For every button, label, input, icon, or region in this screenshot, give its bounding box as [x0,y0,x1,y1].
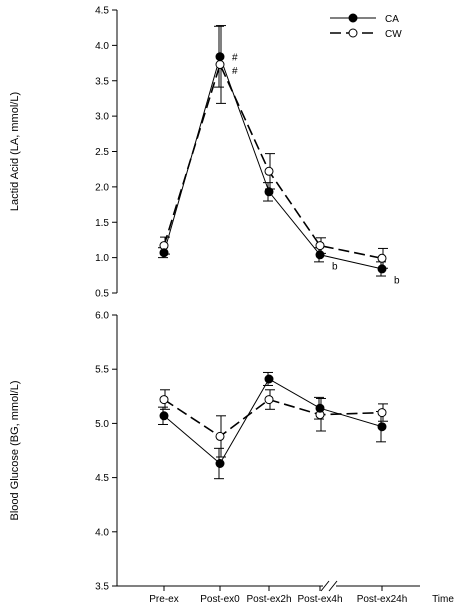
y-tick-label: 4.0 [95,41,109,52]
y-tick-label: 1.0 [95,253,109,264]
data-point-cw [377,253,387,263]
x-tick-label: Pre-ex [149,594,178,605]
data-point-ca [264,187,274,197]
legend-label-ca: CA [385,14,399,25]
x-tick-label: Post-ex0 [200,594,240,605]
axis-break-mark [328,580,338,592]
y-tick-label: 2.0 [95,182,109,193]
data-point-ca [215,459,225,468]
axis-break-mark [320,580,330,592]
y-tick-label: 3.5 [95,76,109,87]
y-tick-label: 6.0 [95,311,109,322]
lactic-acid-chart: 0.5 1.0 1.5 2.0 2.5 3.0 3.5 4.0 4.5 Lactid Acid (… [9,6,400,300]
data-point-cw [159,395,169,405]
legend-label-cw: CW [385,29,402,40]
data-point-cw [264,166,274,176]
y-tick-label: 3.0 [95,112,109,123]
legend: CA CW [330,13,402,40]
data-point-ca [377,422,387,432]
data-point-cw [264,395,274,405]
annotation: # [232,66,238,77]
annotation: # [232,53,238,64]
y-axis-title: Blood Glucose (BG, mmol/L) [9,381,21,521]
y-axis-title: Lactid Acid (LA, mmol/L) [9,92,21,211]
data-point-cw [377,408,387,418]
x-axis-title: Time [432,594,454,605]
y-tick-label: 5.0 [95,419,109,430]
y-tick-label: 3.5 [95,582,109,593]
legend-marker-ca [348,13,358,23]
data-point-cw [215,60,225,69]
y-tick-label: 4.0 [95,527,109,538]
data-point-ca [315,403,325,413]
annotation: b [394,276,400,287]
data-point-ca [159,248,169,258]
x-tick-label: Post-ex4h [297,594,342,605]
y-tick-label: 2.5 [95,147,109,158]
data-point-ca [264,374,274,384]
y-tick-label: 4.5 [95,473,109,484]
data-point-ca [377,264,387,274]
series-line-cw [163,62,383,260]
y-tick-label: 1.5 [95,218,109,229]
data-point-cw [315,241,325,251]
x-tick-label: Post-ex2h [246,594,291,605]
blood-glucose-chart: 3.5 4.0 4.5 5.0 5.5 6.0 Blood Glucose (BG, mmo… [9,311,454,606]
data-point-ca [315,250,325,260]
legend-marker-cw [348,28,358,38]
annotation: b [332,261,338,272]
x-tick-label: Post-ex24h [357,594,408,605]
y-tick-label: 5.5 [95,365,109,376]
series-line-cw [163,398,383,438]
y-tick-label: 0.5 [95,289,109,300]
series-line-ca [163,55,383,270]
data-point-ca [159,411,169,421]
data-point-ca [215,52,225,62]
data-point-cw [215,431,225,441]
y-tick-label: 4.5 [95,6,109,17]
